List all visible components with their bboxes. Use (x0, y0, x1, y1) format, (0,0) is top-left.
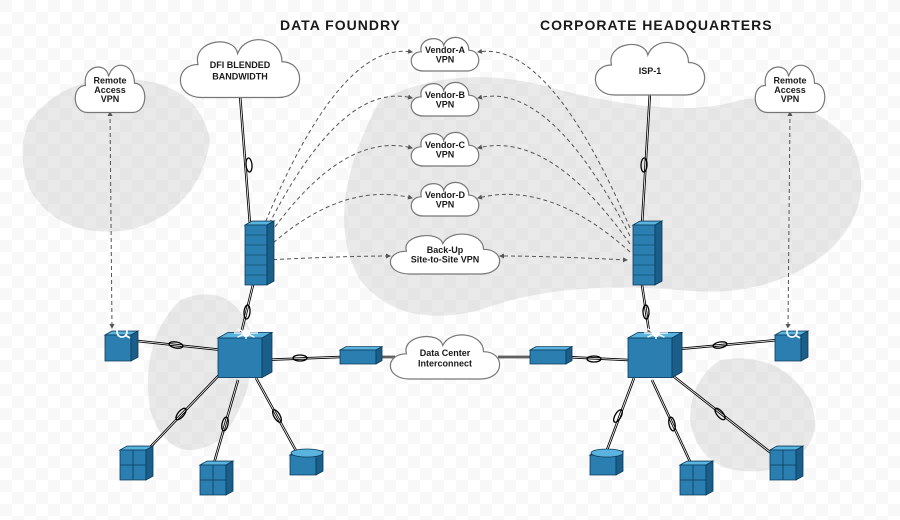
svg-text:VPN: VPN (436, 54, 455, 64)
endpoint-RR2 (770, 446, 803, 480)
svg-text:VPN: VPN (101, 94, 120, 104)
header-right: CORPORATE HEADQUARTERS (540, 17, 773, 33)
interconnect-box-right (530, 347, 572, 364)
interconnect-box-left (340, 347, 382, 364)
svg-text:Interconnect: Interconnect (418, 358, 472, 368)
endpoint-RR1 (775, 327, 808, 361)
endpoint-LL4 (290, 449, 323, 475)
endpoint-LL2 (120, 446, 153, 480)
endpoint-LL1 (105, 327, 138, 361)
svg-text:VPN: VPN (436, 149, 455, 159)
svg-text:Data Center: Data Center (420, 348, 471, 358)
svg-text:BANDWIDTH: BANDWIDTH (212, 71, 268, 81)
router-left (218, 327, 272, 378)
endpoint-LL3 (200, 461, 233, 495)
svg-text:ISP-1: ISP-1 (639, 66, 662, 76)
switch-right (633, 221, 662, 285)
svg-text:VPN: VPN (436, 99, 455, 109)
endpoint-RR4 (590, 449, 623, 475)
svg-text:VPN: VPN (781, 94, 800, 104)
svg-text:Site-to-Site VPN: Site-to-Site VPN (411, 254, 480, 264)
svg-text:VPN: VPN (436, 199, 455, 209)
router-right (628, 327, 682, 378)
network-diagram: DFI BLENDEDBANDWIDTHISP-1RemoteAccessVPN… (0, 0, 900, 520)
endpoint-RR3 (680, 461, 713, 495)
svg-text:DFI BLENDED: DFI BLENDED (210, 60, 271, 70)
switch-left (245, 221, 274, 285)
header-left: DATA FOUNDRY (280, 17, 401, 33)
